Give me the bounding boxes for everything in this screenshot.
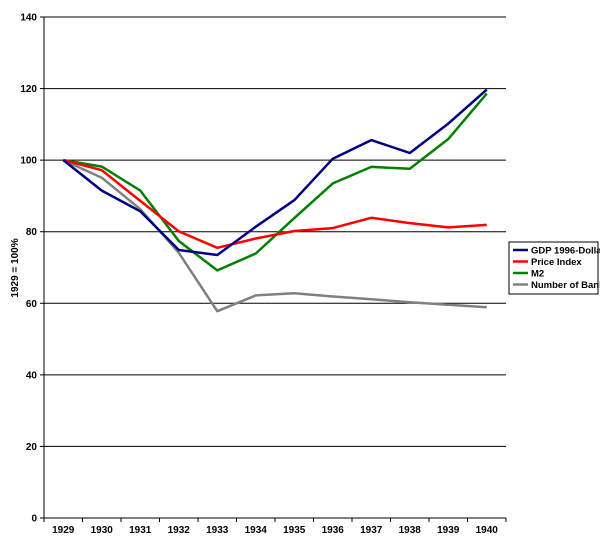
y-tick-label: 20 bbox=[26, 442, 38, 453]
x-tick-label: 1940 bbox=[476, 525, 499, 536]
series-line-price-index bbox=[62, 158, 487, 250]
legend-entry: Price Index bbox=[531, 257, 582, 268]
legend-entry: M2 bbox=[531, 269, 544, 280]
x-tick-label: 1929 bbox=[52, 525, 75, 536]
gridlines bbox=[44, 16, 506, 447]
x-tick-label: 1934 bbox=[245, 525, 268, 536]
x-tick-label: 1938 bbox=[399, 525, 422, 536]
y-tick-label: 140 bbox=[20, 13, 37, 24]
x-tick-label: 1935 bbox=[283, 525, 306, 536]
x-tick-label: 1930 bbox=[91, 525, 114, 536]
y-tick-label: 120 bbox=[20, 84, 37, 95]
x-tick-label: 1937 bbox=[360, 525, 383, 536]
y-tick-label: 100 bbox=[20, 156, 37, 167]
axes bbox=[40, 16, 507, 522]
y-tick-label: 40 bbox=[26, 370, 38, 381]
y-tick-label: 0 bbox=[31, 514, 37, 525]
y-tick-label: 80 bbox=[26, 227, 38, 238]
series-lines bbox=[62, 88, 488, 313]
series-line-gdp-1996-dollars bbox=[62, 88, 488, 257]
y-tick-label: 60 bbox=[26, 299, 38, 310]
x-tick-label: 1932 bbox=[168, 525, 191, 536]
y-axis-label: 1929 = 100% bbox=[10, 238, 21, 297]
x-tick-label: 1931 bbox=[129, 525, 152, 536]
series-line-number-of-banks bbox=[62, 158, 487, 313]
legend-entry: GDP 1996-Dollars bbox=[531, 246, 600, 257]
x-tick-labels: 1929 1930 1931 1932 1933 1934 1935 1936 1937 1938… bbox=[52, 525, 498, 536]
legend-entry: Number of Banks bbox=[531, 280, 600, 291]
x-tick-label: 1933 bbox=[206, 525, 229, 536]
x-tick-label: 1939 bbox=[437, 525, 460, 536]
x-tick-label: 1936 bbox=[322, 525, 345, 536]
y-tick-labels: 0 20 40 60 80 100 120 140 bbox=[20, 13, 37, 525]
